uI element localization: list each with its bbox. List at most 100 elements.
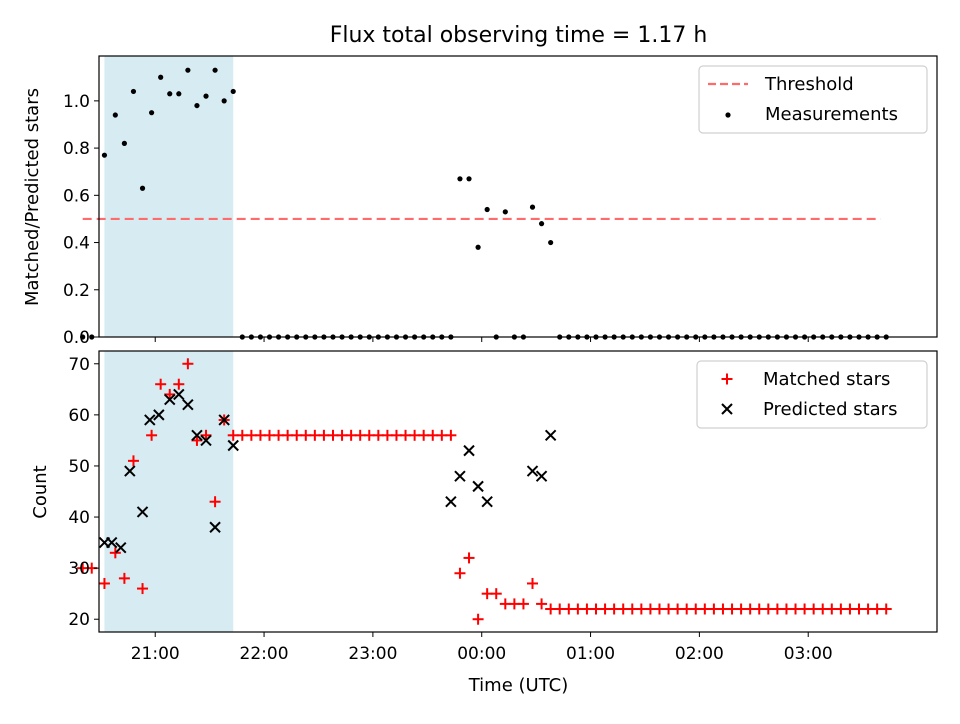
matched-star-point xyxy=(527,577,539,589)
measurement-point xyxy=(194,102,200,109)
predicted-star-point xyxy=(481,496,493,508)
top-yticks: 0.0 0.2 0.4 0.6 0.8 1.0 xyxy=(63,92,99,348)
matched-star-point xyxy=(173,378,185,390)
y-tick-label: 1.0 xyxy=(63,92,90,112)
x-tick-label: 22:00 xyxy=(240,644,289,664)
matched-star-point xyxy=(209,496,221,508)
chart-title: Flux total observing time = 1.17 h xyxy=(330,23,708,48)
predicted-star-point xyxy=(105,536,118,549)
y-tick-label: 60 xyxy=(68,406,90,426)
matched-star-point xyxy=(445,429,457,441)
matched-star-point xyxy=(127,455,139,467)
matched-star-point xyxy=(109,547,121,559)
predicted-star-point xyxy=(209,521,221,533)
bottom-xticks: 21:00 22:00 23:00 00:00 01:00 02:00 03:00 xyxy=(131,632,833,664)
bottom-yticks: 20 30 40 50 60 70 xyxy=(68,355,99,630)
matched-star-point xyxy=(490,588,502,600)
top-legend: Threshold Measurements xyxy=(698,65,928,134)
y-tick-label: 20 xyxy=(68,610,90,630)
predicted-star-point xyxy=(191,429,203,442)
predicted-star-point xyxy=(115,541,127,554)
bottom-legend-box xyxy=(696,360,928,429)
measurement-point xyxy=(112,112,118,118)
predicted-star-point xyxy=(218,414,230,426)
measurement-point xyxy=(167,91,173,97)
measurement-point xyxy=(89,334,95,340)
top-axes-frame xyxy=(98,55,938,338)
y-tick-label: 0.8 xyxy=(63,139,90,159)
legend-predicted-label: Predicted stars xyxy=(763,399,897,420)
measurement-point xyxy=(212,67,218,73)
predicted-star-point xyxy=(124,465,136,477)
predicted-star-point xyxy=(227,439,239,452)
measurement-point xyxy=(101,152,108,158)
matched-star-point xyxy=(463,552,475,564)
matched-star-point xyxy=(137,583,149,595)
measurement-point xyxy=(221,98,227,104)
matched-star-point xyxy=(517,598,529,610)
matched-star-point xyxy=(98,577,110,589)
measurement-point xyxy=(529,204,536,210)
top-panel: 0.0 0.2 0.4 0.6 0.8 1.0 Matched/Predicted sta… xyxy=(22,55,938,348)
y-tick-label: 40 xyxy=(68,508,90,528)
legend-matched-swatch xyxy=(721,373,733,385)
x-tick-label: 01:00 xyxy=(566,644,615,664)
y-tick-label: 30 xyxy=(68,559,90,579)
y-tick-label: 0.2 xyxy=(63,281,90,301)
legend-predicted-marker xyxy=(721,403,733,415)
matched-star-point xyxy=(200,429,212,441)
y-tick-label: 0.0 xyxy=(63,328,90,348)
measurement-point xyxy=(158,74,164,80)
top-shaded-region xyxy=(104,56,234,337)
measurement-point xyxy=(130,88,137,95)
predicted-star-point xyxy=(173,388,185,401)
measurement-point xyxy=(457,176,463,182)
measurement-point xyxy=(466,176,472,182)
legend-measurements-label: Measurements xyxy=(765,104,898,125)
y-tick-label: 0.4 xyxy=(63,234,90,254)
measurement-point xyxy=(139,185,146,191)
measurement-point xyxy=(475,244,481,250)
legend-predicted-swatch xyxy=(721,403,733,415)
legend-matched-label: Matched stars xyxy=(763,369,890,390)
matched-star-point xyxy=(536,598,548,610)
predicted-star-point xyxy=(535,470,548,482)
predicted-star-point xyxy=(136,506,149,518)
predicted-star-point xyxy=(526,465,539,477)
x-tick-label: 21:00 xyxy=(131,644,180,664)
matched-star-point xyxy=(155,378,167,390)
predicted-star-point xyxy=(153,409,165,421)
predicted-star-point xyxy=(544,429,557,442)
bottom-axes-frame xyxy=(98,350,938,633)
matched-star-point xyxy=(191,434,203,446)
x-tick-label: 03:00 xyxy=(784,644,833,664)
matched-star-point xyxy=(880,603,892,615)
matched-star-point xyxy=(182,358,194,370)
predicted-star-point xyxy=(454,470,466,482)
bottom-y-axis-label: Count xyxy=(30,465,51,518)
x-tick-label: 00:00 xyxy=(457,644,506,664)
y-tick-label: 50 xyxy=(68,457,90,477)
predicted-star-point xyxy=(200,434,212,447)
measurement-point xyxy=(176,91,182,97)
top-legend-box xyxy=(698,65,928,134)
matched-star-point xyxy=(118,572,130,584)
matched-star-point xyxy=(454,567,466,579)
x-axis-label: Time (UTC) xyxy=(468,675,569,696)
predicted-star-point xyxy=(472,480,484,493)
measurement-point xyxy=(502,209,508,215)
y-tick-label: 0.6 xyxy=(63,186,90,206)
matched-star-point xyxy=(146,429,158,441)
legend-matched-marker xyxy=(721,373,733,385)
predicted-star-point xyxy=(144,414,156,426)
measurement-point xyxy=(80,334,86,340)
bottom-matched-markers xyxy=(77,358,892,625)
y-tick-label: 70 xyxy=(68,355,90,375)
measurement-point xyxy=(548,239,554,246)
matched-star-point xyxy=(164,388,176,400)
predicted-star-point xyxy=(182,398,194,411)
legend-threshold-label: Threshold xyxy=(764,74,854,95)
bottom-panel: 20 30 40 50 60 70 21:00 22:00 23:00 00:00 01:00 02… xyxy=(30,350,938,696)
matched-star-point xyxy=(472,613,484,625)
